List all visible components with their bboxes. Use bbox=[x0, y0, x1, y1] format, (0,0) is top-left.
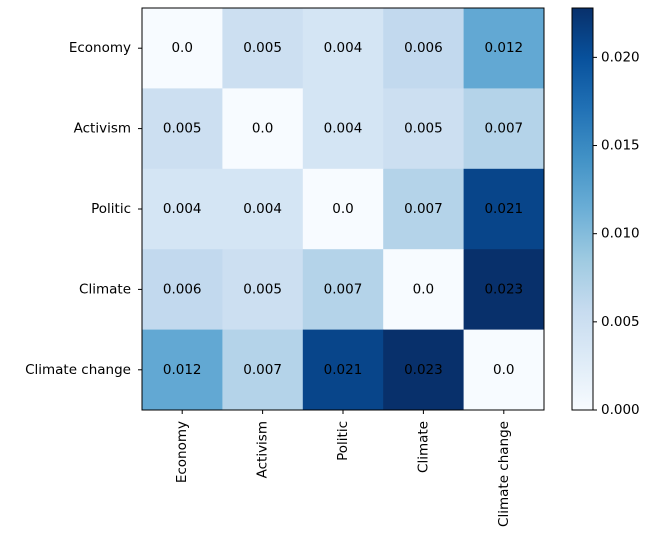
colorbar-tick-label: 0.020 bbox=[601, 49, 640, 65]
cell bbox=[463, 8, 545, 89]
cell bbox=[463, 329, 545, 411]
cell-label: 0.012 bbox=[484, 40, 523, 56]
cell-label: 0.021 bbox=[484, 201, 523, 217]
cell-label: 0.0 bbox=[252, 121, 273, 137]
colorbar-tick-label: 0.010 bbox=[601, 226, 640, 242]
cell-label: 0.021 bbox=[324, 362, 363, 378]
colorbar-tick-label: 0.015 bbox=[601, 138, 640, 154]
cell-label: 0.005 bbox=[163, 121, 202, 137]
y-tick-label: Activism bbox=[74, 121, 131, 137]
cell-label: 0.005 bbox=[404, 121, 443, 137]
y-tick-label: Economy bbox=[69, 40, 131, 56]
x-tick-label: Politic bbox=[335, 421, 351, 461]
cell bbox=[383, 88, 465, 170]
cell-label: 0.004 bbox=[324, 40, 363, 56]
x-tick-label: Climate bbox=[415, 421, 431, 473]
y-tick-label: Climate change bbox=[25, 362, 131, 378]
cell-label: 0.007 bbox=[484, 121, 523, 137]
cell-label: 0.007 bbox=[324, 281, 363, 297]
cell-label: 0.006 bbox=[404, 40, 443, 56]
x-tick-label: Economy bbox=[174, 421, 190, 483]
cell-label: 0.005 bbox=[243, 281, 282, 297]
cell bbox=[302, 249, 384, 331]
colorbar-tick-label: 0.000 bbox=[601, 402, 640, 418]
cell bbox=[383, 329, 465, 411]
cell bbox=[222, 88, 304, 170]
cell bbox=[142, 8, 223, 89]
cell bbox=[463, 249, 545, 331]
cell bbox=[302, 8, 384, 89]
colorbar-tick-label: 0.005 bbox=[601, 314, 640, 330]
x-tick-label: Activism bbox=[255, 421, 271, 478]
cell-label: 0.006 bbox=[163, 281, 202, 297]
cell bbox=[383, 8, 465, 89]
cell-label: 0.0 bbox=[332, 201, 353, 217]
cell bbox=[302, 88, 384, 170]
cell-label: 0.0 bbox=[171, 40, 192, 56]
cell bbox=[383, 249, 465, 331]
cell bbox=[222, 329, 304, 411]
cell-label: 0.004 bbox=[243, 201, 282, 217]
cell-label: 0.023 bbox=[404, 362, 443, 378]
cell bbox=[142, 168, 223, 250]
cell bbox=[142, 329, 223, 411]
y-tick-label: Politic bbox=[91, 201, 131, 217]
x-tick-label: Climate change bbox=[496, 421, 512, 527]
cell bbox=[142, 88, 223, 170]
cell-label: 0.0 bbox=[493, 362, 514, 378]
cell-label: 0.004 bbox=[163, 201, 202, 217]
colorbar bbox=[571, 7, 594, 411]
cell bbox=[463, 88, 545, 170]
cell bbox=[222, 8, 304, 89]
cell-label: 0.012 bbox=[163, 362, 202, 378]
cell bbox=[142, 249, 223, 331]
cell bbox=[222, 168, 304, 250]
cell bbox=[222, 249, 304, 331]
cell-label: 0.023 bbox=[484, 281, 523, 297]
cell bbox=[302, 168, 384, 250]
cell bbox=[383, 168, 465, 250]
cell-label: 0.0 bbox=[413, 281, 434, 297]
cell-label: 0.007 bbox=[243, 362, 282, 378]
cell bbox=[302, 329, 384, 411]
cell bbox=[463, 168, 545, 250]
y-tick-label: Climate bbox=[79, 281, 131, 297]
cell-label: 0.007 bbox=[404, 201, 443, 217]
cell-label: 0.004 bbox=[324, 121, 363, 137]
cell-label: 0.005 bbox=[243, 40, 282, 56]
